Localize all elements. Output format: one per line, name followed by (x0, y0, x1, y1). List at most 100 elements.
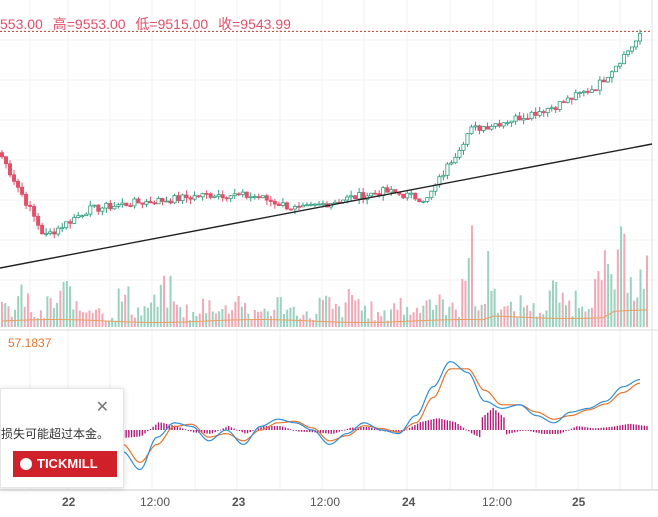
candle-body (252, 196, 257, 198)
tickmill-logo[interactable]: TICKMILL (13, 451, 117, 477)
candle-body (200, 193, 205, 198)
candle-body (128, 205, 133, 207)
candle-body (457, 149, 462, 158)
volume-bar (39, 310, 42, 327)
candle (4, 156, 9, 169)
candle (28, 201, 33, 212)
volume-bar (117, 288, 120, 327)
histogram-bar (373, 428, 376, 430)
candle-body (220, 194, 225, 199)
candle-body (276, 203, 281, 206)
histogram-bar (241, 430, 243, 433)
volume-bar (208, 300, 211, 327)
candle-body (140, 202, 145, 205)
candle (453, 153, 458, 165)
candle-body (196, 195, 201, 198)
histogram-bar (346, 428, 349, 430)
histogram-bar (422, 421, 424, 430)
volume-bar (412, 312, 415, 327)
candle-body (72, 217, 77, 224)
histogram-bar (573, 427, 575, 430)
candle-body (629, 46, 634, 52)
histogram-bar (128, 430, 130, 438)
volume-bar (594, 279, 597, 327)
volume-bar (94, 309, 97, 327)
candle (100, 206, 105, 216)
candle (633, 40, 638, 50)
candle-body (533, 111, 538, 116)
volume-bar (467, 258, 470, 327)
candle-body (116, 204, 121, 207)
volume-bar (107, 320, 110, 327)
volume-bar (555, 281, 558, 327)
candle (449, 160, 454, 166)
histogram-bar (630, 423, 632, 430)
candle-body (417, 198, 422, 203)
candle-body (517, 115, 522, 121)
histogram-bar (619, 425, 621, 430)
candle-body (144, 200, 149, 205)
histogram-bar (214, 430, 216, 433)
volume-bar (328, 297, 331, 327)
candle (272, 199, 277, 209)
candle (84, 212, 89, 217)
volume-bar (221, 309, 224, 327)
volume-bar (584, 311, 587, 327)
candle (104, 201, 109, 213)
histogram-bar (244, 430, 246, 434)
candle (64, 221, 69, 230)
volume-bar (4, 303, 7, 327)
candle (357, 188, 362, 205)
histogram-bar (203, 430, 206, 434)
candle-body (152, 202, 157, 205)
histogram-bar (133, 430, 135, 437)
candle-body (132, 198, 137, 207)
candle (457, 147, 462, 160)
histogram-bar (595, 428, 597, 430)
volume-bar (143, 306, 146, 327)
histogram-bar (419, 422, 422, 430)
candle (316, 201, 321, 206)
histogram-bar (325, 430, 327, 434)
volume-bar (224, 305, 227, 327)
candle-body (112, 205, 117, 210)
histogram-bar (252, 430, 254, 431)
histogram-bar (398, 430, 400, 432)
histogram-bar (406, 429, 408, 431)
volume-bar (46, 296, 49, 327)
histogram-bar (541, 430, 543, 434)
volume-bar (386, 320, 389, 327)
histogram-bar (616, 425, 619, 430)
candle-body (48, 231, 53, 234)
volume-bar (169, 275, 172, 327)
candle-body (52, 231, 57, 235)
histogram-bar (427, 420, 430, 430)
candle-body (633, 40, 638, 48)
candle (280, 198, 285, 208)
histogram-bar (322, 430, 324, 434)
candle (353, 194, 358, 200)
histogram-bar (290, 429, 292, 430)
candle-body (469, 126, 474, 135)
volume-bar (445, 314, 448, 327)
candle (244, 191, 249, 200)
histogram-bar (168, 424, 171, 430)
histogram-bar (557, 430, 559, 434)
candle-body (208, 193, 213, 198)
histogram-bar (538, 430, 540, 434)
volume-bar (338, 306, 341, 327)
candle-body (288, 208, 293, 211)
histogram-bar (163, 423, 165, 430)
candle-body (36, 215, 41, 226)
candle (593, 89, 598, 92)
histogram-bar (268, 426, 270, 430)
close-icon[interactable]: ✕ (95, 399, 109, 416)
histogram-bar (522, 430, 524, 431)
volume-bar (130, 314, 133, 327)
histogram-bar (292, 430, 295, 431)
candle-body (453, 156, 458, 164)
volume-bar (607, 264, 610, 327)
candle-body (545, 108, 550, 114)
histogram-bar (457, 424, 459, 430)
